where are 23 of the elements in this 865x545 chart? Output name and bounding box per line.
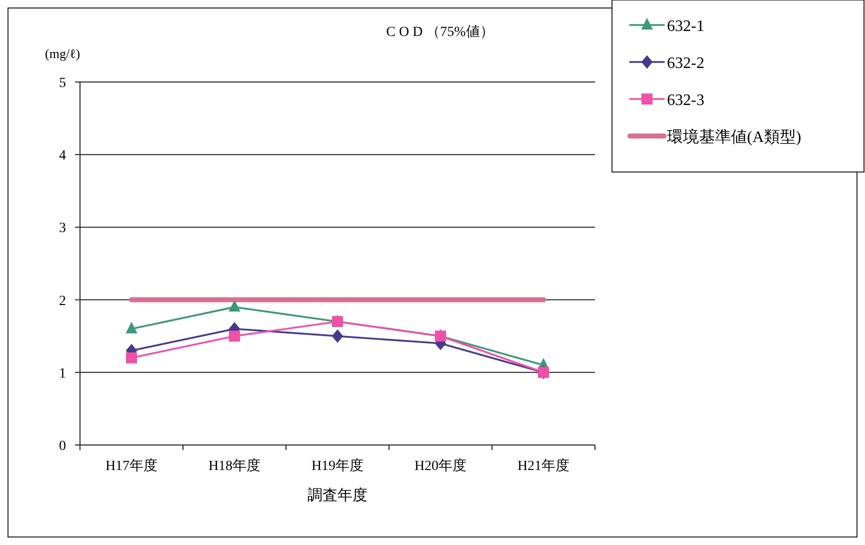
x-tick-label: H18年度 [208,458,261,474]
x-axis-title: 調査年度 [308,487,368,504]
point [229,330,240,342]
x-tick-label: H19年度 [311,458,364,474]
legend-label: 632-1 [667,18,704,35]
chart-title: C O D （75%値） [386,24,494,40]
y-tick-label: 2 [59,294,66,309]
x-tick-label: H21年度 [517,458,570,474]
legend-label: 632-2 [667,55,704,72]
y-tick-label: 5 [59,76,66,91]
point [229,300,240,312]
y-tick-label: 0 [59,439,66,454]
legend-label: 632-3 [667,92,704,109]
x-tick-label: H17年度 [105,458,158,474]
point [332,330,343,343]
x-tick-label: H20年度 [414,458,467,474]
point [126,322,137,334]
y-tick-label: 4 [59,148,66,164]
point [126,352,137,364]
y-axis-title: (mg/ℓ) [45,46,80,61]
y-tick-label: 1 [59,366,66,382]
y-tick-label: 3 [59,221,66,236]
legend-label: 環境基準値(A類型) [667,128,802,146]
